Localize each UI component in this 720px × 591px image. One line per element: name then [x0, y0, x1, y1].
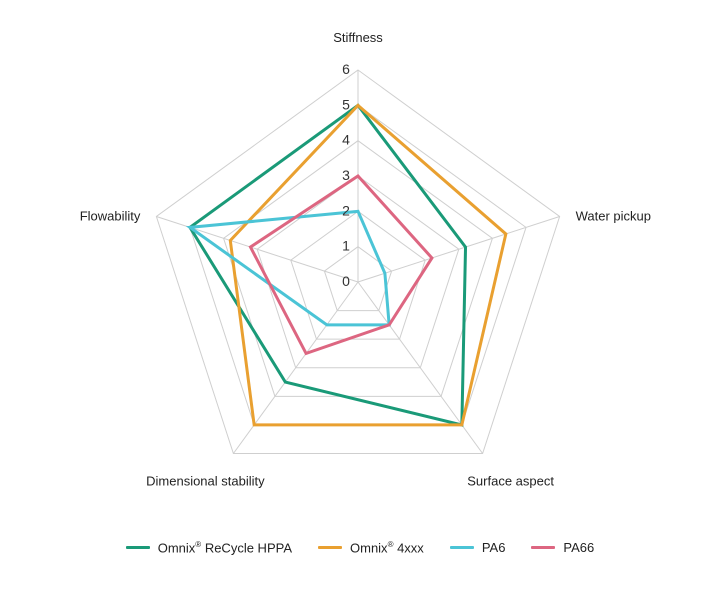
legend-item-3: PA6 — [449, 540, 506, 556]
tick-label-3: 3 — [342, 167, 350, 183]
grid-ring-6 — [155, 69, 561, 455]
tick-label-0: 0 — [342, 273, 350, 289]
legend-swatch — [449, 546, 474, 550]
legend: Omnix® ReCycle HPPA Omnix® 4xxx PA6 PA66 — [0, 540, 720, 555]
radar-chart: 0 1 2 3 4 5 6 Stiffness Water pickup Surface aspe… — [80, 30, 651, 489]
legend-swatch — [531, 546, 556, 550]
series-4-polygon — [248, 174, 434, 356]
tick-label-4: 4 — [342, 132, 350, 148]
legend-label: PA6 — [481, 540, 506, 556]
grid-spoke-2 — [357, 216, 560, 283]
legend-label: Omnix® 4xxx — [350, 540, 424, 556]
grid-ring-1 — [323, 246, 393, 312]
legend-item-1: Omnix® ReCycle HPPA — [125, 540, 292, 556]
series-3-polygon — [185, 209, 391, 327]
series-1-polygon — [187, 103, 468, 427]
legend-item-4: PA66 — [531, 540, 594, 555]
axis-label-4: Dimensional stability — [146, 474, 265, 489]
axis-labels: 0 1 2 3 4 5 6 Stiffness Water pickup Surface aspe… — [80, 30, 651, 489]
series-2-polygon — [228, 103, 508, 427]
grid-ring-3 — [256, 175, 460, 369]
axis-label-5: Flowability — [80, 208, 141, 223]
tick-label-1: 1 — [342, 238, 350, 254]
legend-item-2: Omnix® 4xxx — [318, 540, 424, 555]
legend-swatch — [318, 546, 342, 550]
axis-label-1: Stiffness — [333, 30, 383, 45]
axis-label-2: Water pickup — [576, 208, 651, 223]
legend-label: PA66 — [563, 540, 595, 556]
tick-label-5: 5 — [342, 96, 350, 112]
axis-label-3: Surface aspect — [467, 474, 554, 489]
legend-swatch — [125, 546, 150, 550]
tick-label-6: 6 — [342, 61, 350, 77]
tick-label-2: 2 — [342, 202, 350, 218]
radar-series — [185, 103, 508, 427]
legend-label: Omnix® ReCycle HPPA — [157, 540, 292, 556]
grid-ring-2 — [290, 210, 426, 340]
